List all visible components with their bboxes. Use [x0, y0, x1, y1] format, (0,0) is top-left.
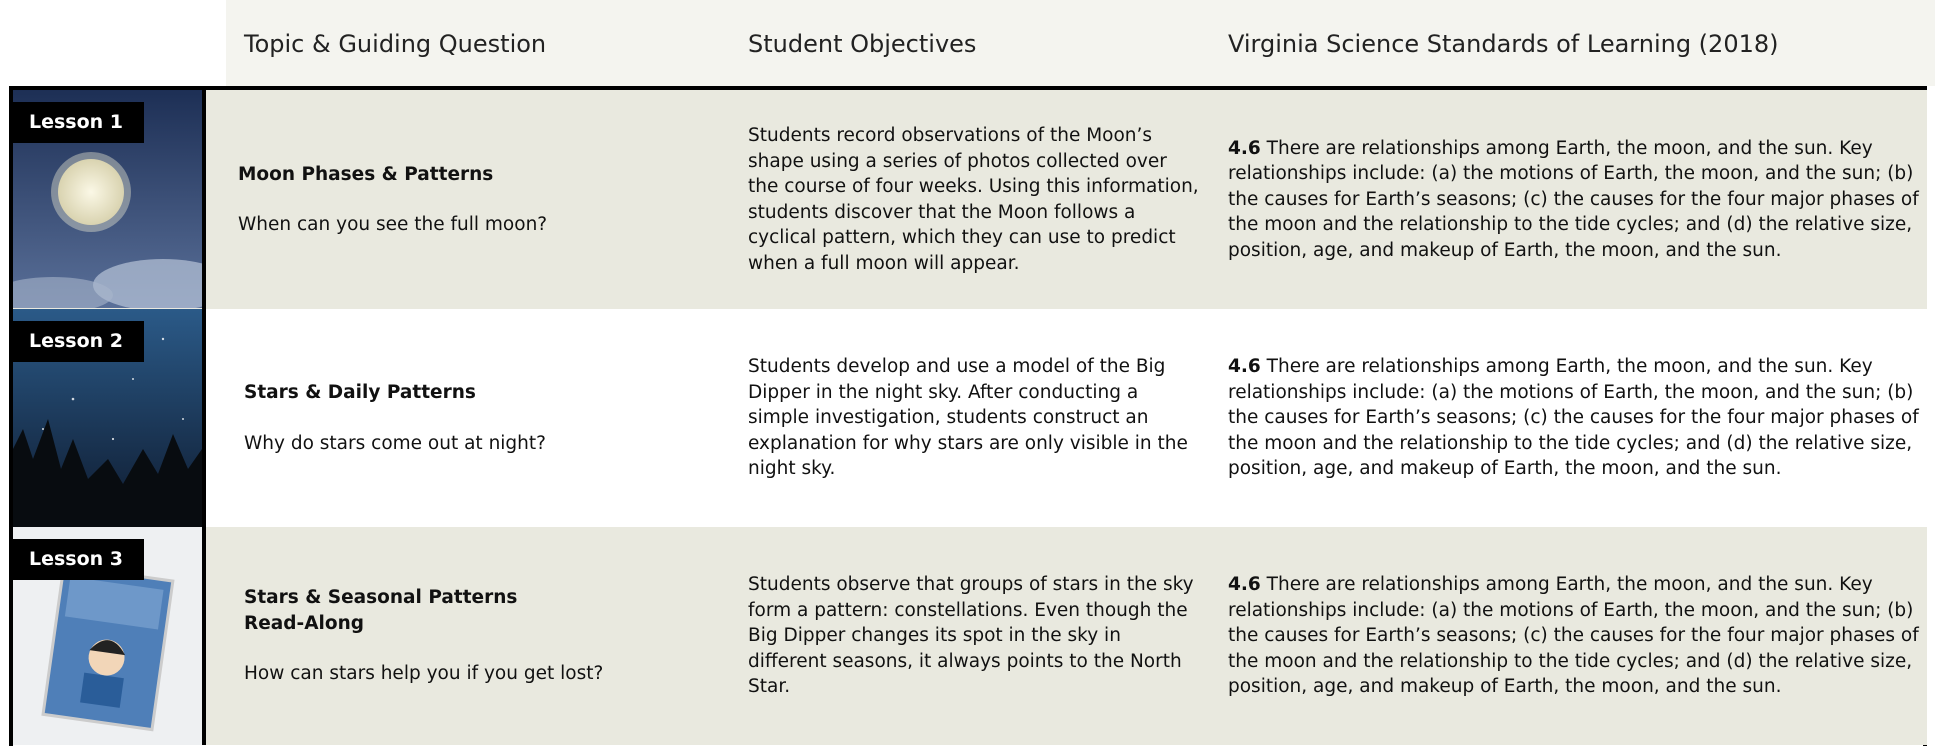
objective: Students develop and use a model of the …	[748, 356, 1188, 480]
objective-cell: Students record observations of the Moon…	[748, 90, 1203, 309]
lesson-table: Lesson 1 Moon Phases & Patterns When can…	[9, 86, 1927, 746]
standard-text: There are relationships among Earth, the…	[1228, 574, 1919, 698]
lesson-image: Lesson 1	[13, 90, 206, 309]
topic-title: Stars & Seasonal Patterns Read-Along	[244, 587, 518, 634]
topic-title: Moon Phases & Patterns	[238, 163, 494, 185]
objective-cell: Students develop and use a model of the …	[748, 309, 1203, 527]
lesson-label: Lesson 3	[13, 539, 144, 580]
guiding-question: How can stars help you if you get lost?	[244, 663, 604, 685]
lesson-image: Lesson 2	[13, 309, 206, 527]
column-header: Topic & Guiding Question	[244, 30, 547, 58]
topic-cell: Stars & Seasonal Patterns Read-Along How…	[244, 527, 724, 745]
standard-code: 4.6	[1228, 356, 1261, 378]
standard: 4.6 There are relationships among Earth,…	[1228, 572, 1921, 700]
lesson-row: Lesson 2 Stars & Daily Patterns Why do s…	[13, 309, 1927, 527]
standard-code: 4.6	[1228, 574, 1261, 596]
objective-cell: Students observe that groups of stars in…	[748, 527, 1203, 745]
guiding-question: When can you see the full moon?	[238, 214, 548, 235]
lesson-label: Lesson 1	[13, 102, 144, 143]
lesson-row: Lesson 3 Stars & Seasonal Patterns Read-…	[13, 527, 1927, 745]
column-header: Virginia Science Standards of Learning (…	[1228, 30, 1779, 58]
topic-title: Stars & Daily Patterns	[244, 382, 476, 403]
topic-cell: Moon Phases & Patterns When can you see …	[238, 90, 718, 309]
topic-cell: Stars & Daily Patterns Why do stars come…	[244, 309, 724, 527]
header: Topic & Guiding Question Student Objecti…	[226, 0, 1935, 86]
lesson-row: Lesson 1 Moon Phases & Patterns When can…	[13, 90, 1927, 309]
column-header: Student Objectives	[748, 30, 977, 58]
standard-code: 4.6	[1228, 137, 1261, 159]
standard-cell: 4.6 There are relationships among Earth,…	[1228, 90, 1921, 309]
guiding-question: Why do stars come out at night?	[244, 432, 546, 454]
lesson-label: Lesson 2	[13, 321, 144, 362]
objective: Students observe that groups of stars in…	[748, 574, 1194, 698]
objective: Students record observations of the Moon…	[748, 125, 1199, 274]
standard: 4.6 There are relationships among Earth,…	[1228, 354, 1921, 482]
standard-text: There are relationships among Earth, the…	[1228, 137, 1919, 261]
standard-cell: 4.6 There are relationships among Earth,…	[1228, 527, 1921, 745]
standard: 4.6 There are relationships among Earth,…	[1228, 136, 1921, 264]
lesson-image: Lesson 3	[13, 527, 206, 745]
standard-text: There are relationships among Earth, the…	[1228, 356, 1919, 480]
standard-cell: 4.6 There are relationships among Earth,…	[1228, 309, 1921, 527]
